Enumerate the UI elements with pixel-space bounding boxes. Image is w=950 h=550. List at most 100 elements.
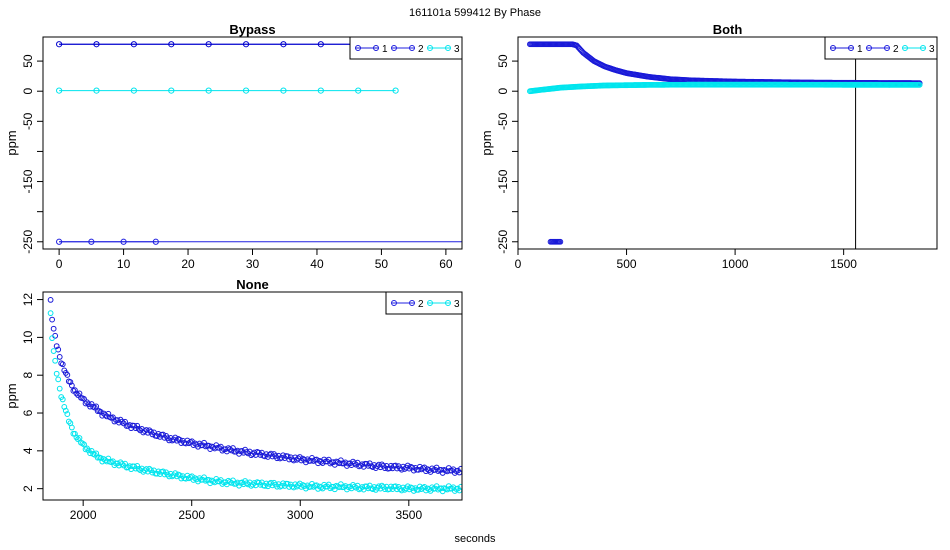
- y-axis-label: ppm: [479, 130, 494, 155]
- data-point: [56, 41, 63, 48]
- x-tick-label: 500: [617, 257, 637, 271]
- y-axis-label: ppm: [4, 130, 19, 155]
- series-3: [47, 310, 462, 495]
- data-point: [56, 353, 63, 360]
- plot-frame: [42, 36, 463, 250]
- data-point: [130, 87, 137, 94]
- data-point: [296, 480, 303, 487]
- data-point: [49, 316, 56, 323]
- data-point: [64, 372, 71, 378]
- data-point: [75, 436, 81, 443]
- data-point: [290, 457, 297, 464]
- data-point: [243, 480, 250, 487]
- data-point: [135, 425, 142, 432]
- legend-marker: [409, 300, 415, 306]
- data-point: [374, 484, 381, 491]
- legend-marker: [445, 45, 451, 51]
- x-tick-label: 1500: [830, 257, 857, 271]
- data-point: [168, 41, 175, 48]
- data-point: [130, 41, 137, 48]
- data-point: [168, 87, 175, 94]
- data-point: [88, 447, 95, 454]
- x-tick-label: 1000: [722, 257, 749, 271]
- data-point: [119, 461, 125, 467]
- data-point: [68, 382, 75, 389]
- data-point: [64, 411, 71, 417]
- x-tick-label: 2500: [178, 508, 205, 522]
- data-point: [249, 451, 256, 457]
- legend-marker: [866, 45, 872, 51]
- legend-marker: [355, 45, 361, 51]
- x-tick-label: 50: [375, 257, 389, 271]
- panel-bypass: Bypass ppm 0 10 20 30 40 50 60 -250 -150 -50 0 50 1 2 3: [4, 22, 463, 271]
- data-point: [160, 468, 166, 475]
- data-point: [82, 400, 89, 407]
- legend-marker: [445, 300, 451, 306]
- data-point: [268, 450, 274, 457]
- series-2-low: [547, 238, 564, 245]
- data-point: [243, 449, 250, 455]
- data-point: [62, 407, 69, 414]
- y-tick-label: -150: [21, 169, 35, 193]
- data-point: [280, 87, 287, 94]
- legend-marker: [427, 45, 433, 51]
- shared-x-axis-label: seconds: [455, 533, 496, 545]
- legend-label: 1: [382, 44, 388, 55]
- data-point: [280, 41, 287, 48]
- data-point: [319, 485, 326, 492]
- data-point: [53, 370, 60, 377]
- data-point: [205, 87, 212, 94]
- data-point: [415, 486, 422, 493]
- legend-label: 2: [893, 44, 899, 55]
- legend-marker: [373, 45, 379, 51]
- data-point: [152, 238, 159, 245]
- data-point: [172, 470, 179, 477]
- y-tick-label: -250: [496, 229, 510, 253]
- data-point: [392, 483, 399, 490]
- y-tick-label: -250: [21, 229, 35, 253]
- legend-marker: [409, 45, 415, 51]
- x-tick-label: 0: [56, 257, 63, 271]
- data-point: [91, 404, 98, 411]
- data-point: [458, 465, 462, 472]
- legend-marker: [391, 300, 397, 306]
- data-point: [81, 441, 87, 448]
- series-3: [56, 87, 399, 94]
- data-point: [317, 41, 324, 48]
- data-point: [176, 436, 183, 443]
- data-point: [47, 310, 54, 317]
- x-tick-label: 0: [515, 257, 522, 271]
- data-point: [392, 462, 399, 469]
- y-axis-label: ppm: [4, 383, 19, 408]
- y-tick-label: -50: [21, 112, 35, 130]
- legend: 1 2 3: [824, 36, 938, 60]
- y-tick-label: 12: [21, 293, 35, 307]
- data-point: [230, 477, 236, 484]
- data-point: [398, 466, 405, 473]
- y-tick-label: -50: [496, 112, 510, 130]
- legend-label: 3: [454, 44, 460, 55]
- x-tick-label: 40: [310, 257, 324, 271]
- data-point: [337, 457, 344, 464]
- x-tick-label: 60: [439, 257, 453, 271]
- x-tick-label: 20: [181, 257, 195, 271]
- data-point: [134, 422, 141, 429]
- x-tick-label: 2000: [70, 508, 97, 522]
- legend-marker: [902, 45, 908, 51]
- data-point: [351, 483, 358, 490]
- data-point: [357, 485, 364, 492]
- data-point: [56, 87, 63, 94]
- series-2: [47, 297, 462, 476]
- legend-label: 2: [418, 44, 424, 55]
- data-point: [105, 410, 112, 417]
- data-point: [313, 456, 320, 463]
- panel-title: Bypass: [229, 22, 275, 37]
- legend-marker: [848, 45, 854, 51]
- data-point: [172, 434, 179, 441]
- data-point: [93, 41, 100, 48]
- panel-title: Both: [713, 22, 743, 37]
- legend-label: 2: [418, 299, 424, 310]
